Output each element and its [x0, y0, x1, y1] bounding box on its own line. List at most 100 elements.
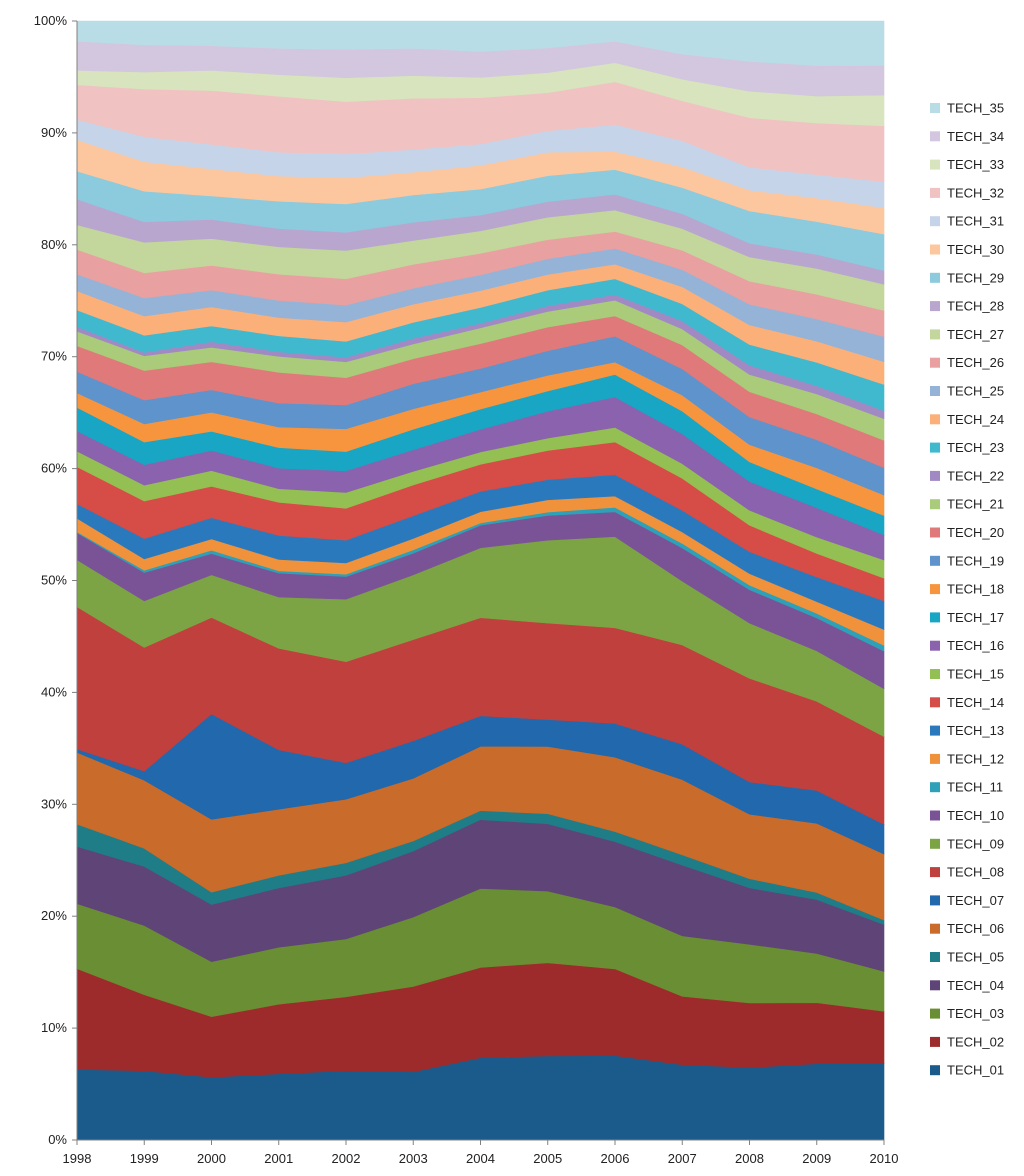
legend-swatch — [930, 555, 940, 566]
legend-item-tech-08: TECH_08 — [930, 865, 1004, 880]
legend-label: TECH_33 — [947, 157, 1004, 172]
legend-item-tech-28: TECH_28 — [930, 299, 1004, 314]
legend-item-tech-29: TECH_29 — [930, 270, 1004, 285]
legend-label: TECH_16 — [947, 638, 1004, 653]
x-tick-label: 2004 — [466, 1151, 495, 1166]
y-tick-label: 80% — [41, 237, 67, 252]
x-tick-label: 2007 — [668, 1151, 697, 1166]
legend-item-tech-06: TECH_06 — [930, 921, 1004, 936]
legend-swatch — [930, 867, 940, 878]
y-tick-labels: 0% 10% 20% 30% 40% 50% 60% 70% 80% 90% 100% — [34, 13, 68, 1147]
x-tick-label: 2002 — [332, 1151, 361, 1166]
legend-swatch — [930, 697, 940, 708]
legend-swatch — [930, 584, 940, 595]
legend-swatch — [930, 470, 940, 481]
legend-item-tech-05: TECH_05 — [930, 950, 1004, 965]
legend-swatch — [930, 1065, 940, 1076]
axes-group — [72, 20, 885, 1145]
area-tech-35 — [76, 20, 885, 66]
legend-item-tech-16: TECH_16 — [930, 638, 1004, 653]
legend-swatch — [930, 103, 940, 113]
legend-item-tech-04: TECH_04 — [930, 978, 1004, 993]
legend-item-tech-22: TECH_22 — [930, 468, 1004, 483]
x-tick-label: 2000 — [197, 1151, 226, 1166]
legend-label: TECH_13 — [947, 723, 1004, 738]
legend-item-tech-32: TECH_32 — [930, 185, 1004, 200]
legend-label: TECH_06 — [947, 921, 1004, 936]
legend-item-tech-31: TECH_31 — [930, 214, 1004, 229]
x-tick-label: 1998 — [63, 1151, 92, 1166]
legend-swatch — [930, 1036, 940, 1047]
legend-item-tech-20: TECH_20 — [930, 525, 1004, 540]
legend-swatch — [930, 923, 940, 934]
x-tick-label: 2003 — [399, 1151, 428, 1166]
legend-label: TECH_32 — [947, 185, 1004, 200]
legend-item-tech-12: TECH_12 — [930, 751, 1004, 766]
x-tick-label: 2001 — [264, 1151, 293, 1166]
y-tick-label: 10% — [41, 1020, 67, 1035]
legend-swatch — [930, 442, 940, 453]
legend-label: TECH_07 — [947, 893, 1004, 908]
x-tick-label: 2010 — [870, 1151, 899, 1166]
legend-item-tech-13: TECH_13 — [930, 723, 1004, 738]
legend-item-tech-19: TECH_19 — [930, 553, 1004, 568]
legend-label: TECH_14 — [947, 695, 1004, 710]
legend-swatch — [930, 810, 940, 821]
legend-swatch — [930, 640, 940, 651]
legend-label: TECH_08 — [947, 865, 1004, 880]
legend-item-tech-01: TECH_01 — [930, 1063, 1004, 1078]
legend-label: TECH_22 — [947, 468, 1004, 483]
legend-swatch — [930, 838, 940, 849]
y-tick-label: 70% — [41, 349, 67, 364]
legend-item-tech-27: TECH_27 — [930, 327, 1004, 342]
area-series-group — [76, 20, 885, 1141]
legend-item-tech-18: TECH_18 — [930, 582, 1004, 597]
legend-label: TECH_30 — [947, 242, 1004, 257]
legend: TECH_35 TECH_34 TECH_33 TECH_32 TECH_31 TECH_… — [930, 101, 1004, 1078]
legend-label: TECH_24 — [947, 412, 1004, 427]
legend-swatch — [930, 357, 940, 368]
legend-label: TECH_01 — [947, 1063, 1004, 1078]
legend-item-tech-30: TECH_30 — [930, 242, 1004, 257]
legend-swatch — [930, 272, 940, 283]
legend-item-tech-09: TECH_09 — [930, 836, 1004, 851]
y-tick-label: 90% — [41, 125, 67, 140]
y-tick-label: 0% — [48, 1132, 67, 1147]
legend-item-tech-17: TECH_17 — [930, 610, 1004, 625]
legend-swatch — [930, 301, 940, 312]
legend-label: TECH_21 — [947, 497, 1004, 512]
legend-item-tech-25: TECH_25 — [930, 384, 1004, 399]
x-tick-label: 2005 — [533, 1151, 562, 1166]
legend-swatch — [930, 753, 940, 764]
legend-swatch — [930, 527, 940, 538]
legend-swatch — [930, 131, 940, 142]
legend-label: TECH_29 — [947, 270, 1004, 285]
legend-swatch — [930, 414, 940, 425]
legend-item-tech-34: TECH_34 — [930, 129, 1004, 144]
legend-label: TECH_03 — [947, 1006, 1004, 1021]
legend-item-tech-21: TECH_21 — [930, 497, 1004, 512]
legend-swatch — [930, 216, 940, 227]
legend-swatch — [930, 499, 940, 510]
x-tick-label: 1999 — [130, 1151, 159, 1166]
x-tick-labels: 1998 1999 2000 2001 2002 2003 2004 2005 2006 2007… — [63, 1151, 899, 1166]
legend-swatch — [930, 329, 940, 340]
y-tick-label: 20% — [41, 908, 67, 923]
x-tick-label: 2006 — [601, 1151, 630, 1166]
legend-item-tech-35: TECH_35 — [930, 101, 1004, 116]
legend-item-tech-07: TECH_07 — [930, 893, 1004, 908]
legend-swatch — [930, 980, 940, 991]
legend-label: TECH_15 — [947, 667, 1004, 682]
legend-label: TECH_25 — [947, 384, 1004, 399]
legend-item-tech-23: TECH_23 — [930, 440, 1004, 455]
x-tick-label: 2008 — [735, 1151, 764, 1166]
legend-swatch — [930, 782, 940, 793]
legend-label: TECH_34 — [947, 129, 1004, 144]
legend-label: TECH_10 — [947, 808, 1004, 823]
y-tick-label: 50% — [41, 573, 67, 588]
legend-label: TECH_26 — [947, 355, 1004, 370]
legend-item-tech-26: TECH_26 — [930, 355, 1004, 370]
legend-swatch — [930, 386, 940, 396]
